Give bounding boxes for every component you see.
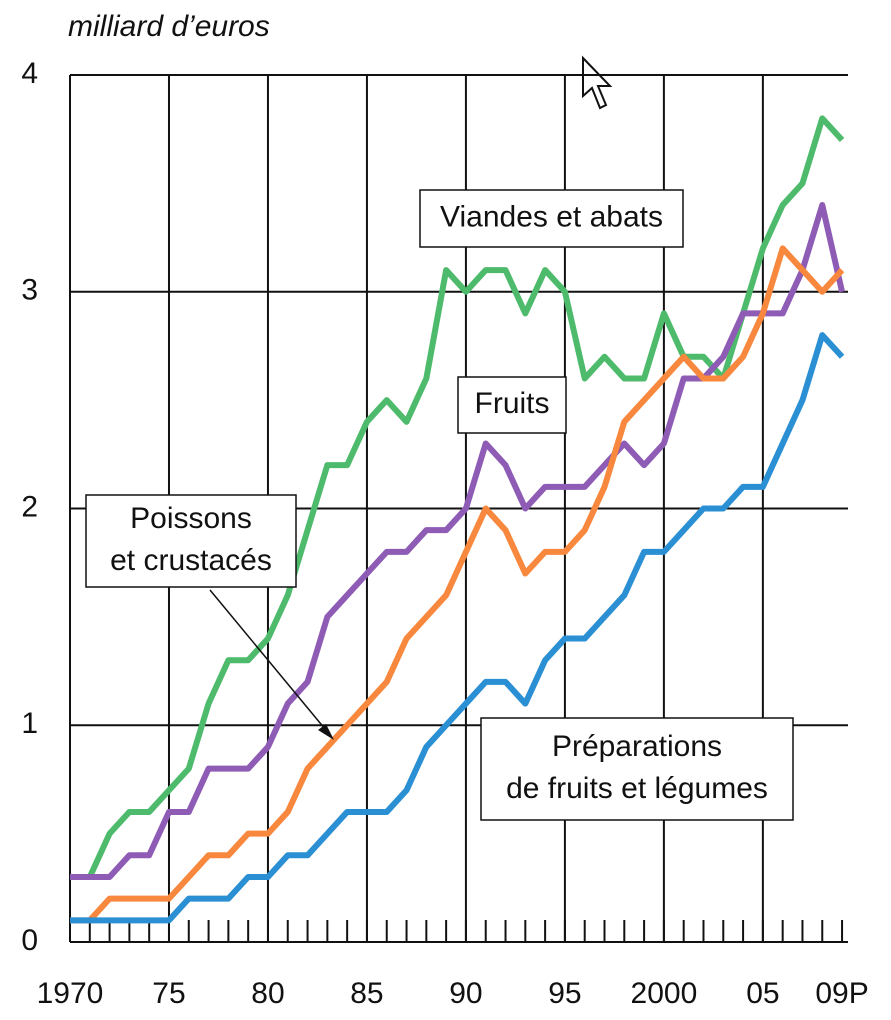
x-tick-label: 95 — [548, 977, 581, 1010]
y-axis-label: milliard d’euros — [68, 10, 270, 43]
x-tick-label: 90 — [449, 977, 482, 1010]
series-line — [70, 332, 845, 924]
arrow — [209, 589, 331, 736]
y-tick-label: 1 — [21, 707, 38, 740]
annotation: de fruits et légumes — [506, 772, 768, 805]
x-tick-label: 09P — [815, 977, 868, 1010]
series-line — [70, 245, 845, 924]
annotation: Fruits — [475, 387, 550, 420]
cursor — [582, 55, 613, 110]
annotation-box — [85, 494, 297, 588]
arrow-head — [318, 724, 334, 740]
x-tick-label: 80 — [251, 977, 284, 1010]
annotation-box — [419, 189, 684, 248]
x-tick-label: 75 — [152, 977, 185, 1010]
annotation-box — [480, 717, 794, 821]
annotation: Préparations — [552, 730, 722, 763]
x-tick-label: 85 — [350, 977, 383, 1010]
annotation: Viandes et abats — [440, 200, 663, 233]
annotation: et crustacés — [110, 544, 272, 577]
y-tick-label: 3 — [21, 274, 38, 307]
annotation: Poissons — [130, 502, 252, 535]
y-tick-label: 4 — [21, 57, 38, 90]
y-tick-label: 0 — [21, 924, 38, 957]
annotation-box — [457, 376, 567, 434]
y-tick-label: 2 — [21, 490, 38, 523]
x-tick-label: 05 — [746, 977, 779, 1010]
series-line — [70, 202, 845, 880]
x-tick-label: 1970 — [37, 977, 104, 1010]
x-tick-label: 2000 — [631, 977, 698, 1010]
